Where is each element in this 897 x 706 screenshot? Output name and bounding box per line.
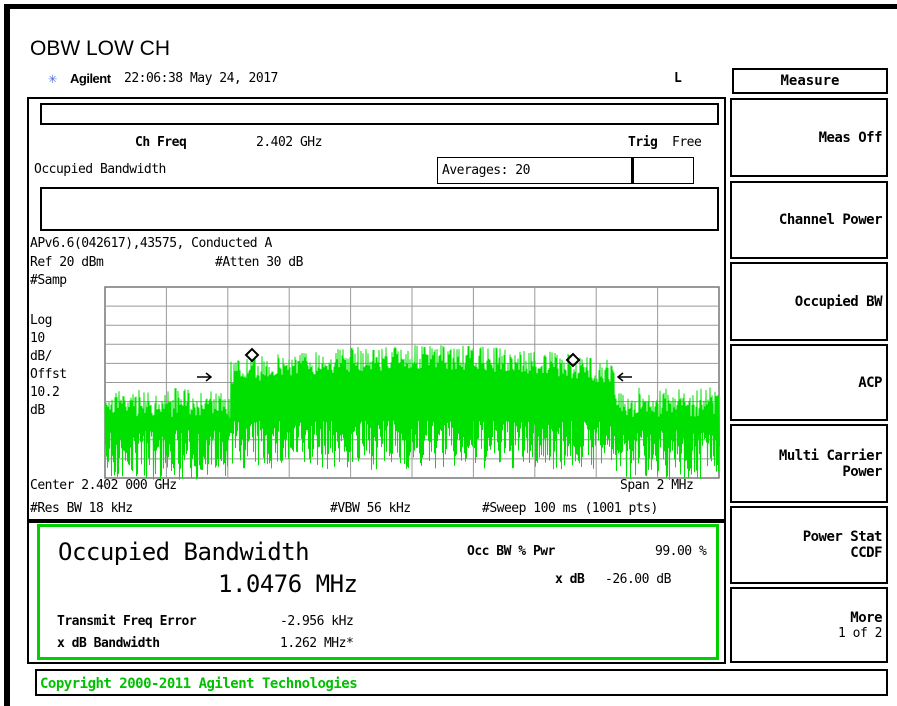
value: 99.00 %	[655, 544, 707, 559]
softkey[interactable]: Power Stat CCDF	[730, 506, 888, 584]
softkey-label: ACP	[858, 374, 882, 391]
scale-label: Log	[30, 313, 52, 328]
softkey-label: CCDF	[850, 545, 882, 561]
softkey[interactable]: Meas Off	[730, 98, 888, 177]
softkey-label: Meas Off	[818, 129, 883, 146]
main-panel	[27, 97, 726, 521]
frame	[4, 4, 897, 706]
value: 2.402 GHz	[256, 135, 322, 150]
sweep: #Sweep 100 ms (1001 pts)	[482, 501, 658, 516]
span: Span 2 MHz	[620, 478, 694, 493]
averages: Averages: 20	[442, 163, 530, 178]
empty-field	[40, 187, 719, 231]
label: Trig	[628, 135, 658, 150]
softkey[interactable]: Channel Power	[730, 181, 888, 259]
scale-label: dB	[30, 403, 45, 418]
res-bw: #Res BW 18 kHz	[30, 501, 133, 516]
results-frame	[27, 521, 726, 664]
info: APv6.6(042617),43575, Conducted A	[30, 236, 272, 251]
scale-label: dB/	[30, 349, 52, 364]
softkey-label: Channel Power	[778, 212, 883, 228]
scale-label: 10.2	[30, 385, 60, 400]
softkey[interactable]: More 1 of 2	[730, 587, 888, 663]
logo-icon: ✳	[48, 69, 57, 87]
label: Occ BW % Pwr	[467, 544, 555, 559]
value: Free	[672, 135, 702, 150]
softkey-label: Power Stat	[802, 529, 883, 545]
softkey-label: 1 of 2	[838, 625, 882, 641]
cursor	[631, 158, 634, 183]
center: Center 2.402 000 GHz	[30, 478, 177, 493]
scale-label: 10	[30, 331, 45, 346]
trace	[104, 345, 720, 481]
softkey-label: Occupied BW	[794, 293, 883, 310]
scale-label: Offst	[30, 367, 67, 382]
brand: Agilent	[70, 71, 111, 86]
label: x dB Bandwidth	[57, 636, 160, 651]
empty-field	[40, 103, 719, 125]
averages-box: Averages: 20	[437, 157, 694, 184]
atten: #Atten 30 dB	[215, 255, 303, 270]
vbw: #VBW 56 kHz	[330, 501, 411, 516]
copyright: Copyright 2000-2011 Agilent Technologies	[40, 676, 358, 692]
bandwidth-arrows	[197, 372, 632, 382]
indicator: L	[674, 71, 682, 86]
results-panel	[37, 524, 719, 660]
time: 22:06:38 May 24, 2017	[124, 71, 278, 86]
softkey-label: Power	[842, 463, 882, 480]
measurement: Occupied Bandwidth	[34, 162, 166, 177]
menu-title: Measure	[732, 68, 888, 94]
value: 1.262 MHz*	[280, 636, 354, 651]
label: Transmit Freq Error	[57, 614, 197, 629]
softkey[interactable]: Multi Carrier Power	[730, 424, 888, 503]
scale-label: #Samp	[30, 273, 67, 288]
softkey[interactable]: Occupied BW	[730, 262, 888, 341]
title: OBW LOW CH	[30, 37, 170, 60]
label: x dB	[555, 572, 585, 587]
copyright-bar: Copyright 2000-2011 Agilent Technologies	[35, 669, 888, 696]
softkey-label: Multi Carrier	[778, 447, 883, 464]
softkey-label: More	[850, 609, 882, 626]
results-heading: Occupied Bandwidth	[58, 538, 310, 566]
ref: Ref 20 dBm	[30, 255, 104, 270]
value: -2.956 kHz	[280, 614, 354, 629]
markers	[244, 347, 581, 368]
label: Ch Freq	[135, 135, 187, 150]
value: -26.00 dB	[605, 572, 671, 587]
softkey[interactable]: ACP	[730, 344, 888, 421]
obw-value: 1.0476 MHz	[218, 570, 358, 598]
